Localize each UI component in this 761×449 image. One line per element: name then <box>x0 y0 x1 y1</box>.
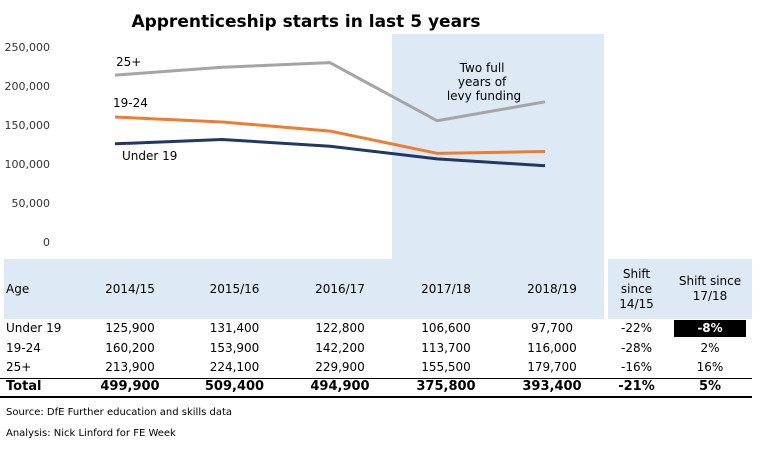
table-cell: 142,200 <box>315 341 365 355</box>
table-header-cell: Age <box>6 281 30 296</box>
series-label: 25+ <box>116 55 141 69</box>
table-header-cell: 2016/17 <box>315 281 365 296</box>
total-cell: 499,900 <box>100 379 160 395</box>
table-cell: 125,900 <box>105 321 155 335</box>
table-header-cell: 2017/18 <box>421 281 471 296</box>
table-cell: 106,600 <box>421 321 471 335</box>
y-tick-label: 150,000 <box>5 119 51 132</box>
y-tick-label: 50,000 <box>12 197 51 210</box>
series-line <box>114 61 546 123</box>
table-header-cell: 2018/19 <box>527 281 577 296</box>
table-header-cell: 2014/15 <box>105 281 155 296</box>
y-tick-label: 0 <box>43 236 50 249</box>
levy-annotation: Two full years of levy funding <box>447 61 521 103</box>
table-cell: -28% <box>620 341 652 355</box>
levy-highlight-band <box>392 34 604 260</box>
total-cell: 5% <box>698 379 722 395</box>
table-cell: -22% <box>620 321 652 335</box>
table-cell: 19-24 <box>6 341 41 355</box>
y-tick-label: 200,000 <box>5 80 51 93</box>
y-tick-label: 250,000 <box>5 41 51 54</box>
series-line <box>114 138 546 168</box>
table-header-band <box>4 259 604 319</box>
table-header-cell: Shift since 14/15 <box>619 266 654 311</box>
total-cell: 494,900 <box>310 379 370 395</box>
table-cell: 224,100 <box>209 360 260 374</box>
series-label: 19-24 <box>113 96 148 110</box>
table-cell: 131,400 <box>209 321 260 335</box>
total-cell: 509,400 <box>204 379 265 395</box>
table-cell: 2% <box>700 341 720 355</box>
table-cell: 113,700 <box>421 341 471 355</box>
table-cell: -16% <box>620 360 652 374</box>
series-label: Under 19 <box>122 149 177 163</box>
total-cell: Total <box>6 379 42 395</box>
table-cell: Under 19 <box>6 321 62 335</box>
total-bottom-rule <box>0 396 752 398</box>
y-tick-label: 100,000 <box>5 158 51 171</box>
analysis-note: Analysis: Nick Linford for FE Week <box>6 428 176 439</box>
total-cell: 375,800 <box>416 379 476 395</box>
source-note: Source: DfE Further education and skills… <box>6 407 233 418</box>
chart-title: Apprenticeship starts in last 5 years <box>131 12 480 32</box>
table-cell: 97,700 <box>531 321 573 335</box>
table-cell: 179,700 <box>527 360 577 374</box>
table-cell: 229,900 <box>315 360 365 374</box>
table-cell: 25+ <box>6 360 32 374</box>
table-header-cell: Shift since 17/18 <box>678 274 742 303</box>
total-cell: 393,400 <box>522 379 582 395</box>
table-cell: 122,800 <box>315 321 365 335</box>
total-top-rule <box>0 378 752 379</box>
table-header-cell: 2015/16 <box>209 281 260 296</box>
table-cell: 160,200 <box>105 341 155 355</box>
table-cell: 155,500 <box>421 360 471 374</box>
table-cell: -8% <box>674 320 746 337</box>
table-cell: 153,900 <box>209 341 260 355</box>
table-cell: 116,000 <box>527 341 577 355</box>
table-header-band-shift <box>608 259 752 319</box>
series-line <box>114 115 546 155</box>
table-cell: 16% <box>696 360 724 374</box>
line-chart: Apprenticeship starts in last 5 years 25… <box>5 12 604 260</box>
table-cell: 213,900 <box>105 360 155 374</box>
total-cell: -21% <box>618 379 655 395</box>
